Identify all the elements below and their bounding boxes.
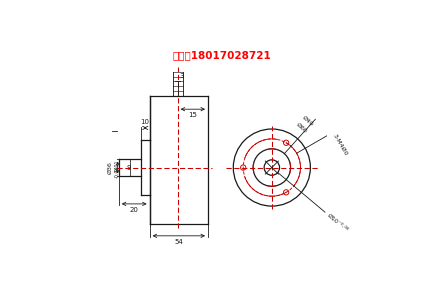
Text: Ø49: Ø49 <box>301 115 314 127</box>
Text: 20: 20 <box>130 206 139 212</box>
Text: 15: 15 <box>188 112 197 118</box>
Text: -0.04: -0.04 <box>114 166 119 178</box>
Text: 手机：18017028721: 手机：18017028721 <box>173 50 272 60</box>
Text: 54: 54 <box>174 239 183 245</box>
Text: 10: 10 <box>141 119 150 125</box>
Text: 9: 9 <box>126 164 131 170</box>
Text: Ø10⁻⁰·⁰⁸: Ø10⁻⁰·⁰⁸ <box>326 213 349 234</box>
Text: Ø36: Ø36 <box>108 161 113 174</box>
Text: 3: 3 <box>180 74 184 80</box>
Text: Ø60: Ø60 <box>295 122 308 134</box>
Text: -0.01: -0.01 <box>114 159 119 172</box>
Text: 3-M4Ø0: 3-M4Ø0 <box>332 133 349 157</box>
